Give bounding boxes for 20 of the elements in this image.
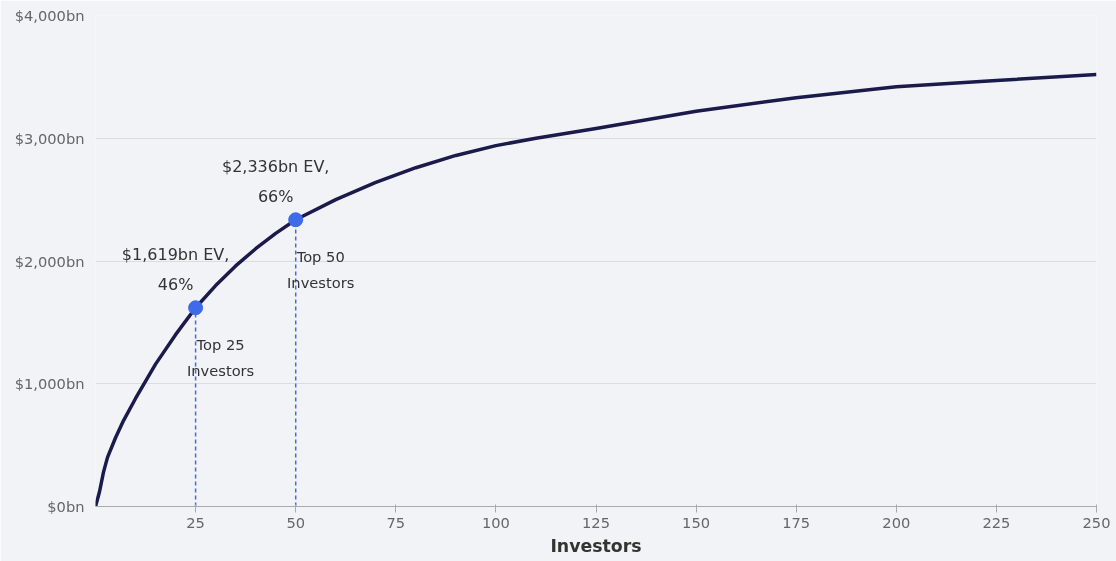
x-tick-label: 250 (1082, 513, 1111, 531)
y-tick-label: $1,000bn (14, 375, 85, 393)
x-tick-label: 50 (286, 513, 306, 531)
x-tick-label: 125 (582, 513, 610, 531)
x-tick-label: 75 (386, 513, 406, 531)
y-tick-label: $0bn (47, 498, 85, 515)
x-tick-label: 150 (682, 513, 711, 531)
x-tick-label: 25 (186, 513, 205, 531)
x-tick-label: 200 (882, 513, 911, 531)
annotation: Top 50 Investors (287, 247, 355, 291)
x-tick-label: 175 (782, 513, 811, 531)
y-tick-label: $2,000bn (14, 252, 85, 270)
x-tick-label: 225 (982, 513, 1011, 531)
annotation: $2,336bn EV, 66% (221, 156, 330, 206)
x-axis-title: Investors (550, 535, 642, 556)
y-tick-label: $3,000bn (14, 129, 85, 147)
annotation: $1,619bn EV, 46% (121, 244, 230, 294)
x-tick-label: 100 (481, 513, 510, 531)
y-tick-label: $4,000bn (14, 7, 85, 24)
annotation: Top 25 Investors (186, 335, 255, 379)
